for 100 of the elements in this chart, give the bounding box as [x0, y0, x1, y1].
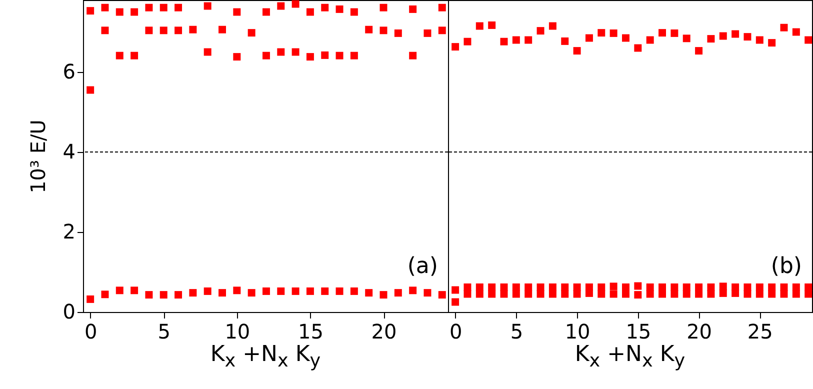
point: [424, 289, 432, 297]
point: [622, 34, 630, 42]
point: [634, 44, 642, 52]
point: [500, 38, 508, 46]
point: [160, 291, 168, 299]
point: [682, 290, 690, 298]
point: [768, 290, 776, 298]
point: [695, 283, 703, 291]
point: [86, 86, 94, 94]
annotation: (a): [407, 254, 438, 279]
point: [573, 290, 581, 298]
point: [130, 286, 138, 294]
point: [189, 26, 197, 34]
point: [204, 48, 212, 56]
point: [658, 29, 666, 37]
point: [768, 39, 776, 47]
point: [488, 290, 496, 298]
point: [130, 52, 138, 60]
point: [682, 283, 690, 291]
point: [145, 4, 153, 12]
point: [512, 36, 520, 44]
point: [277, 2, 285, 10]
point: [233, 8, 241, 16]
x-tick-label: 0: [84, 320, 98, 344]
point: [452, 43, 460, 51]
point: [488, 283, 496, 291]
point: [321, 4, 329, 12]
point: [695, 290, 703, 298]
point: [573, 47, 581, 55]
point: [658, 290, 666, 298]
point: [464, 283, 472, 291]
point: [336, 52, 344, 60]
point: [277, 287, 285, 295]
point: [394, 289, 402, 297]
point: [804, 36, 812, 44]
point: [174, 26, 182, 34]
point: [744, 290, 752, 298]
point: [380, 4, 388, 12]
point: [707, 290, 715, 298]
point: [116, 52, 124, 60]
point: [306, 287, 314, 295]
point: [233, 286, 241, 294]
x-tick-label: 20: [371, 320, 397, 344]
point: [409, 5, 417, 13]
point: [438, 291, 446, 299]
point: [780, 24, 788, 32]
point: [424, 29, 432, 37]
point: [464, 290, 472, 298]
point: [336, 287, 344, 295]
point: [792, 283, 800, 291]
point: [610, 282, 618, 290]
point: [321, 51, 329, 59]
point: [598, 290, 606, 298]
point: [707, 283, 715, 291]
point: [536, 27, 544, 35]
point: [548, 22, 556, 30]
point: [277, 48, 285, 56]
point: [218, 26, 226, 34]
point: [756, 36, 764, 44]
x-tick-label: 15: [626, 320, 652, 344]
point: [145, 291, 153, 299]
x-axis-title: K$_{x}$ +N$_{x}$ K$_{y}$: [209, 342, 322, 372]
point: [86, 7, 94, 15]
point: [646, 290, 654, 298]
point: [548, 283, 556, 291]
point: [585, 34, 593, 42]
point: [233, 53, 241, 61]
point: [610, 29, 618, 37]
point: [409, 52, 417, 60]
point: [292, 287, 300, 295]
point: [321, 287, 329, 295]
point: [512, 283, 520, 291]
point: [380, 291, 388, 299]
point: [476, 283, 484, 291]
point: [130, 8, 138, 16]
point: [732, 30, 740, 38]
annotation: (b): [770, 254, 802, 279]
point: [248, 29, 256, 37]
x-tick-label: 0: [449, 320, 462, 344]
point: [189, 289, 197, 297]
point: [536, 290, 544, 298]
x-axis-title: K$_{x}$ +N$_{x}$ K$_{y}$: [574, 342, 686, 372]
point: [561, 37, 569, 45]
point: [622, 283, 630, 291]
point: [646, 283, 654, 291]
point: [695, 47, 703, 55]
y-axis-title: 10³ E/U: [26, 120, 50, 194]
point: [524, 36, 532, 44]
point: [536, 283, 544, 291]
point: [792, 290, 800, 298]
point: [438, 26, 446, 34]
point: [598, 283, 606, 291]
point: [744, 33, 752, 41]
x-tick-label: 5: [510, 320, 524, 344]
point: [804, 283, 812, 291]
point: [732, 289, 740, 297]
point: [476, 22, 484, 30]
point: [756, 283, 764, 291]
point: [174, 4, 182, 12]
point: [512, 290, 520, 298]
